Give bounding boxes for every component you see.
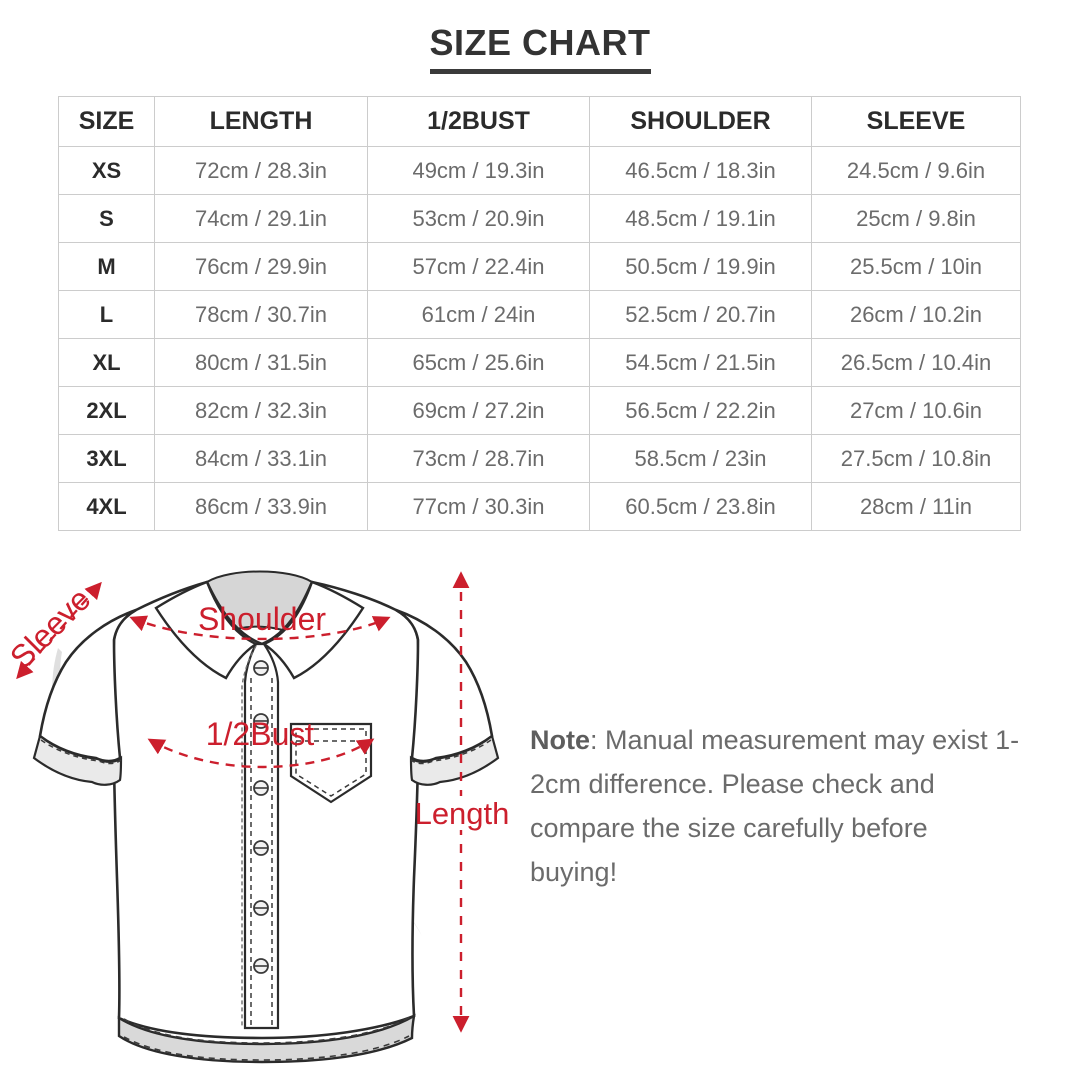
sleeve-right-cuff-stitch xyxy=(410,739,492,765)
cell-sleeve: 25.5cm / 10in xyxy=(811,242,1021,291)
cell-shoulder: 50.5cm / 19.9in xyxy=(589,242,812,291)
sleeve-measure-line xyxy=(16,581,102,680)
cell-shoulder: 60.5cm / 23.8in xyxy=(589,482,812,531)
column-header-shoulder: SHOULDER xyxy=(589,96,812,147)
note-text: Manual measurement may exist 1-2cm diffe… xyxy=(530,725,1020,887)
cell-size: XL xyxy=(58,338,155,387)
cell-length: 74cm / 29.1in xyxy=(154,194,368,243)
sleeve-left-cuff-stitch xyxy=(40,739,122,765)
cell-size: 3XL xyxy=(58,434,155,483)
cell-half-bust: 53cm / 20.9in xyxy=(367,194,590,243)
cell-shoulder: 48.5cm / 19.1in xyxy=(589,194,812,243)
cell-sleeve: 25cm / 9.8in xyxy=(811,194,1021,243)
cell-size: M xyxy=(58,242,155,291)
cell-shoulder: 52.5cm / 20.7in xyxy=(589,290,812,339)
note-separator: : xyxy=(590,725,606,755)
table-header-row: SIZE LENGTH 1/2BUST SHOULDER SLEEVE xyxy=(58,96,1021,147)
cell-length: 78cm / 30.7in xyxy=(154,290,368,339)
cell-length: 80cm / 31.5in xyxy=(154,338,368,387)
table-row: 2XL 82cm / 32.3in 69cm / 27.2in 56.5cm /… xyxy=(58,386,1021,435)
cell-length: 82cm / 32.3in xyxy=(154,386,368,435)
cell-half-bust: 65cm / 25.6in xyxy=(367,338,590,387)
cell-length: 84cm / 33.1in xyxy=(154,434,368,483)
half-bust-measure-line xyxy=(147,738,375,769)
cell-sleeve: 27.5cm / 10.8in xyxy=(811,434,1021,483)
size-table-wrap: SIZE LENGTH 1/2BUST SHOULDER SLEEVE XS 7… xyxy=(58,96,1021,531)
cell-half-bust: 73cm / 28.7in xyxy=(367,434,590,483)
cell-half-bust: 49cm / 19.3in xyxy=(367,146,590,195)
column-header-size: SIZE xyxy=(58,96,155,147)
page-title-wrap: SIZE CHART xyxy=(0,22,1080,74)
table-row: M 76cm / 29.9in 57cm / 22.4in 50.5cm / 1… xyxy=(58,242,1021,291)
length-label: Length xyxy=(415,796,510,831)
table-row: 3XL 84cm / 33.1in 73cm / 28.7in 58.5cm /… xyxy=(58,434,1021,483)
size-table: SIZE LENGTH 1/2BUST SHOULDER SLEEVE XS 7… xyxy=(58,96,1021,531)
shoulder-label: Shoulder xyxy=(198,601,326,637)
cell-size: S xyxy=(58,194,155,243)
hem-outline xyxy=(117,1013,416,1064)
cell-size: 2XL xyxy=(58,386,155,435)
table-row: 4XL 86cm / 33.9in 77cm / 30.3in 60.5cm /… xyxy=(58,482,1021,531)
button-holes xyxy=(254,667,268,967)
chest-pocket-stitch xyxy=(295,728,367,797)
cell-length: 72cm / 28.3in xyxy=(154,146,368,195)
table-row: XL 80cm / 31.5in 65cm / 25.6in 54.5cm / … xyxy=(58,338,1021,387)
hem-stitch-lower xyxy=(123,1035,410,1061)
cell-length: 76cm / 29.9in xyxy=(154,242,368,291)
note-prefix: Note xyxy=(530,725,590,755)
table-row: XS 72cm / 28.3in 49cm / 19.3in 46.5cm / … xyxy=(58,146,1021,195)
placket-fold xyxy=(241,645,257,1026)
table-row: L 78cm / 30.7in 61cm / 24in 52.5cm / 20.… xyxy=(58,290,1021,339)
column-header-halfbust: 1/2BUST xyxy=(367,96,590,147)
hem-stitch xyxy=(123,1016,411,1044)
page-title: SIZE CHART xyxy=(429,22,651,74)
cell-half-bust: 61cm / 24in xyxy=(367,290,590,339)
measurement-note: Note: Manual measurement may exist 1-2cm… xyxy=(530,718,1020,894)
cell-shoulder: 46.5cm / 18.3in xyxy=(589,146,812,195)
cell-shoulder: 58.5cm / 23in xyxy=(589,434,812,483)
garment-diagram: Shoulder 1/2Bust Sleeve Length xyxy=(0,548,540,1080)
table-row: S 74cm / 29.1in 53cm / 20.9in 48.5cm / 1… xyxy=(58,194,1021,243)
cell-size: XS xyxy=(58,146,155,195)
column-header-length: LENGTH xyxy=(154,96,368,147)
cell-sleeve: 26.5cm / 10.4in xyxy=(811,338,1021,387)
half-bust-label: 1/2Bust xyxy=(206,716,315,752)
cell-sleeve: 26cm / 10.2in xyxy=(811,290,1021,339)
cell-size: 4XL xyxy=(58,482,155,531)
cell-sleeve: 24.5cm / 9.6in xyxy=(811,146,1021,195)
cell-half-bust: 57cm / 22.4in xyxy=(367,242,590,291)
cell-half-bust: 69cm / 27.2in xyxy=(367,386,590,435)
cell-half-bust: 77cm / 30.3in xyxy=(367,482,590,531)
cell-shoulder: 56.5cm / 22.2in xyxy=(589,386,812,435)
column-header-sleeve: SLEEVE xyxy=(811,96,1021,147)
sleeve-left-cuff xyxy=(32,734,123,786)
cell-sleeve: 28cm / 11in xyxy=(811,482,1021,531)
cell-length: 86cm / 33.9in xyxy=(154,482,368,531)
cell-shoulder: 54.5cm / 21.5in xyxy=(589,338,812,387)
cell-size: L xyxy=(58,290,155,339)
shoulder-measure-line xyxy=(129,615,391,641)
cell-sleeve: 27cm / 10.6in xyxy=(811,386,1021,435)
